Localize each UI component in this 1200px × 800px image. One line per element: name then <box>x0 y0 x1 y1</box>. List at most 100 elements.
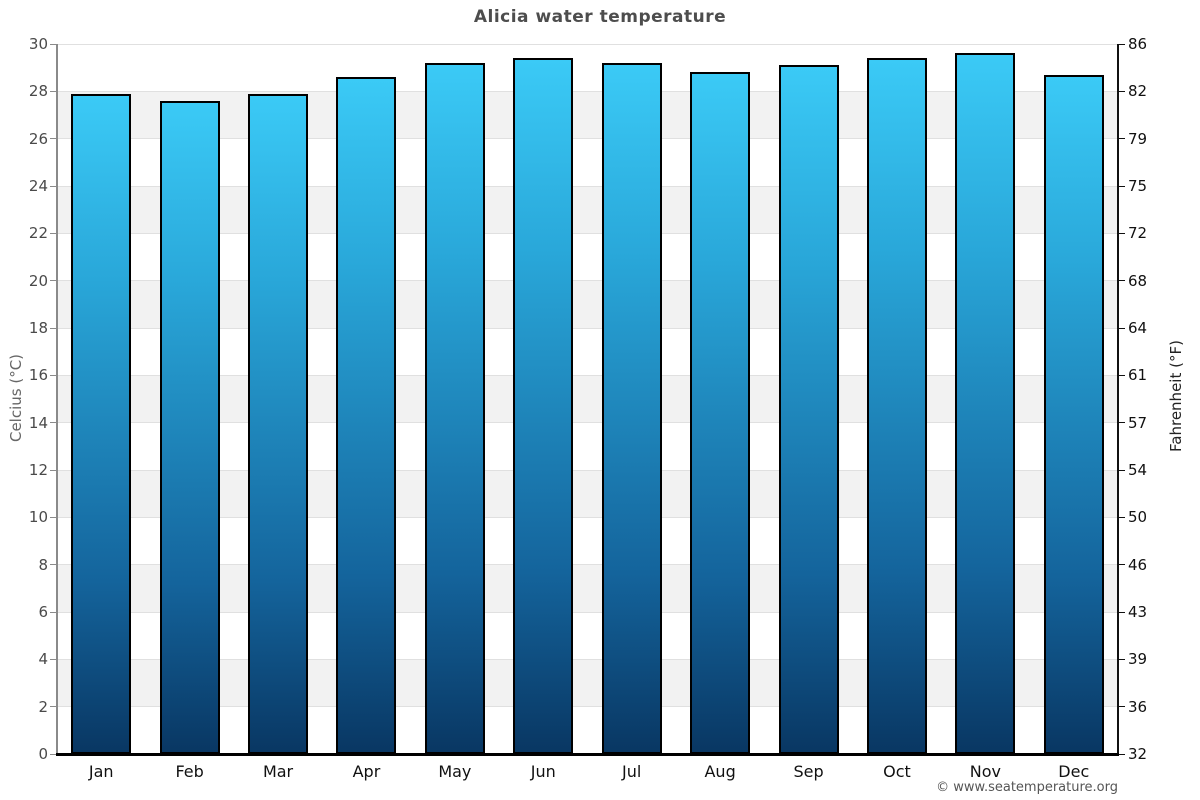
fahrenheit-tick-mark <box>1119 90 1125 92</box>
celsius-tick-label: 30 <box>28 35 48 53</box>
gridline <box>57 658 1118 660</box>
fahrenheit-tick-label: 36 <box>1128 697 1148 716</box>
fahrenheit-tick-label: 75 <box>1128 177 1148 195</box>
fahrenheit-tick-mark <box>1119 185 1125 187</box>
grid-band <box>57 470 1118 518</box>
x-tick-label-dec: Dec <box>1058 762 1090 781</box>
celsius-tick-mark <box>50 138 56 140</box>
gridline <box>57 43 1118 45</box>
temperature-bar-sep <box>778 65 839 754</box>
celsius-tick-mark <box>50 658 56 660</box>
celsius-tick-label: 4 <box>38 650 48 669</box>
celsius-tick-label: 16 <box>28 366 48 385</box>
gridline <box>57 280 1118 282</box>
fahrenheit-tick-label: 39 <box>1128 650 1148 669</box>
celsius-tick-label: 14 <box>28 413 48 432</box>
celsius-tick-mark <box>50 280 56 282</box>
fahrenheit-tick-label: 79 <box>1128 129 1148 148</box>
celsius-tick-label: 0 <box>38 745 48 763</box>
temperature-bar-aug <box>690 72 751 754</box>
celsius-tick-mark <box>50 753 56 755</box>
fahrenheit-tick-label: 68 <box>1128 271 1148 290</box>
fahrenheit-tick-label: 50 <box>1128 508 1148 527</box>
temperature-bar-apr <box>336 77 397 754</box>
celsius-tick-mark <box>50 422 56 424</box>
celsius-tick-mark <box>50 469 56 471</box>
celsius-tick-label: 8 <box>38 555 48 574</box>
fahrenheit-tick-mark <box>1119 43 1125 45</box>
fahrenheit-tick-mark <box>1119 138 1125 140</box>
chart-title: Alicia water temperature <box>473 7 727 27</box>
gridline <box>57 611 1118 613</box>
temperature-bar-feb <box>159 100 220 754</box>
x-tick-label-jul: Jul <box>622 762 642 781</box>
celsius-tick-mark <box>50 516 56 518</box>
gridline <box>57 516 1118 518</box>
celsius-tick-mark <box>50 185 56 187</box>
plot-area <box>57 43 1118 754</box>
celsius-tick-mark <box>50 374 56 376</box>
gridline <box>57 327 1118 329</box>
fahrenheit-tick-label: 72 <box>1128 224 1148 243</box>
celsius-tick-label: 18 <box>28 319 48 337</box>
gridline <box>57 90 1118 92</box>
grid-band <box>57 375 1118 423</box>
gridline <box>57 185 1118 187</box>
celsius-tick-mark <box>50 43 56 45</box>
copyright-text: © www.seatemperature.org <box>936 780 1118 795</box>
celsius-tick-label: 20 <box>28 271 48 290</box>
celsius-tick-mark <box>50 611 56 613</box>
gridline <box>57 422 1118 424</box>
grid-band <box>57 564 1118 612</box>
celsius-tick-mark <box>50 327 56 329</box>
x-tick-label-jan: Jan <box>88 762 114 781</box>
x-tick-label-apr: Apr <box>352 762 381 781</box>
x-tick-label-jun: Jun <box>530 762 556 781</box>
temperature-bar-jan <box>71 93 132 754</box>
celsius-tick-label: 22 <box>28 224 48 243</box>
celsius-tick-mark <box>50 232 56 234</box>
x-tick-label-oct: Oct <box>883 762 911 781</box>
celsius-tick-label: 6 <box>38 603 48 621</box>
grid-band <box>57 659 1118 707</box>
x-tick-label-mar: Mar <box>262 762 294 781</box>
fahrenheit-tick-mark <box>1119 327 1125 329</box>
gridline <box>57 469 1118 471</box>
grid-band <box>57 91 1118 139</box>
x-tick-label-may: May <box>438 762 472 781</box>
fahrenheit-axis-title: Fahrenheit (°F) <box>1167 340 1185 452</box>
temperature-bar-jun <box>513 58 574 754</box>
fahrenheit-tick-label: 43 <box>1128 603 1148 621</box>
gridline <box>57 232 1118 234</box>
fahrenheit-axis-line <box>1117 44 1119 754</box>
temperature-bar-oct <box>866 58 927 754</box>
temperature-bar-jul <box>601 62 662 754</box>
temperature-bar-mar <box>248 93 309 754</box>
fahrenheit-tick-mark <box>1119 374 1125 376</box>
fahrenheit-tick-label: 57 <box>1128 413 1148 432</box>
fahrenheit-tick-label: 46 <box>1128 555 1148 574</box>
fahrenheit-tick-label: 86 <box>1128 35 1148 53</box>
fahrenheit-tick-label: 32 <box>1128 745 1148 763</box>
celsius-tick-mark <box>50 706 56 708</box>
celsius-tick-label: 26 <box>28 129 48 148</box>
gridline <box>57 138 1118 140</box>
grid-band <box>57 280 1118 328</box>
x-tick-label-aug: Aug <box>704 762 736 781</box>
celsius-tick-label: 12 <box>28 461 48 479</box>
fahrenheit-tick-mark <box>1119 469 1125 471</box>
x-tick-label-feb: Feb <box>175 762 204 781</box>
fahrenheit-tick-mark <box>1119 611 1125 613</box>
fahrenheit-tick-mark <box>1119 658 1125 660</box>
fahrenheit-tick-label: 61 <box>1128 366 1148 385</box>
fahrenheit-tick-mark <box>1119 232 1125 234</box>
fahrenheit-tick-mark <box>1119 280 1125 282</box>
fahrenheit-tick-mark <box>1119 706 1125 708</box>
fahrenheit-tick-mark <box>1119 564 1125 566</box>
gridline <box>57 706 1118 708</box>
x-tick-label-sep: Sep <box>793 762 824 781</box>
fahrenheit-tick-mark <box>1119 516 1125 518</box>
celsius-axis-line <box>56 44 58 756</box>
temperature-bar-nov <box>955 53 1016 754</box>
